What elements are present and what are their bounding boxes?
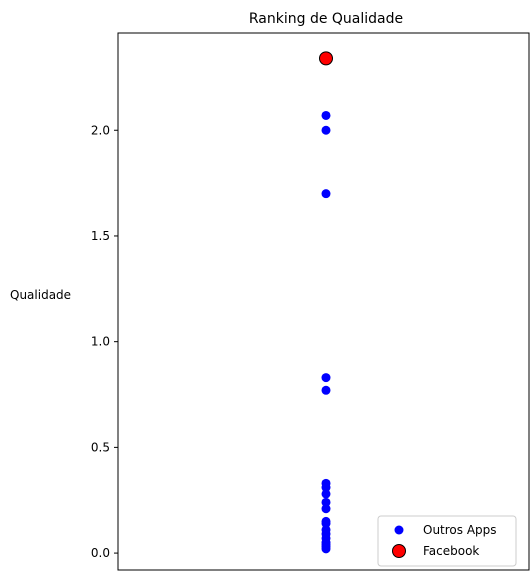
data-points [319, 51, 333, 554]
outros-apps-point [321, 489, 331, 499]
y-tick-label: 2.0 [91, 123, 110, 137]
chart-title: Ranking de Qualidade [249, 11, 403, 27]
y-tick-label: 0.0 [91, 546, 110, 560]
outros-apps-point [321, 504, 331, 514]
y-tick-label: 0.5 [91, 440, 110, 454]
facebook-point [319, 51, 333, 66]
y-axis-ticks: 0.0 0.5 1.0 1.5 2.0 [91, 123, 118, 560]
outros-apps-point [321, 110, 331, 120]
y-tick-label: 1.5 [91, 229, 110, 243]
outros-apps-point [321, 497, 331, 507]
outros-apps-point [321, 189, 331, 199]
legend-box [377, 515, 517, 567]
legend-label-outros-apps: Outros Apps [423, 523, 497, 537]
legend-marker-facebook [392, 544, 406, 558]
outros-apps-point [321, 125, 331, 135]
outros-apps-point [321, 518, 331, 528]
y-axis-label: Qualidade [10, 288, 71, 302]
outros-apps-point [321, 385, 331, 395]
y-tick-label: 1.0 [91, 335, 110, 349]
outros-apps-point [321, 544, 331, 554]
outros-apps-point [321, 373, 331, 383]
legend-marker-outros-apps [394, 525, 404, 535]
legend-label-facebook: Facebook [423, 544, 479, 558]
plot-area-frame [117, 32, 530, 571]
legend: Outros Apps Facebook [377, 515, 517, 567]
outros-apps-point [321, 483, 331, 493]
